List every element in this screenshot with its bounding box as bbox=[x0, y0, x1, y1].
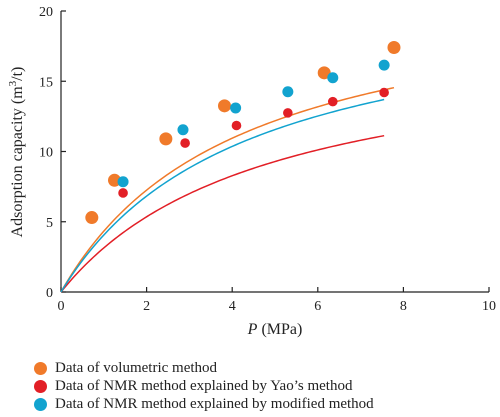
x-tick-label: 0 bbox=[58, 299, 65, 314]
y-axis-title-tail: /t) bbox=[9, 67, 26, 81]
data-point-series-3 bbox=[327, 72, 339, 84]
data-point-series-2 bbox=[327, 96, 338, 107]
x-tick-label: 6 bbox=[314, 299, 321, 314]
data-point-series-2 bbox=[283, 108, 293, 118]
legend: Data of volumetric method Data of NMR me… bbox=[34, 359, 374, 413]
legend-label: Data of NMR method explained by modified… bbox=[55, 395, 374, 412]
fit-curve-1 bbox=[60, 86, 395, 293]
legend-marker bbox=[34, 361, 47, 375]
x-tick-label: 2 bbox=[143, 299, 150, 314]
x-axis-title-rest: (MPa) bbox=[257, 321, 302, 338]
fit-curve-3 bbox=[60, 98, 385, 293]
data-point-series-1 bbox=[159, 132, 173, 146]
y-axis-title: Adsorption capacity (m3/t) bbox=[7, 67, 26, 238]
data-point-series-1 bbox=[317, 66, 331, 80]
y-tick-label: 15 bbox=[39, 75, 53, 90]
legend-label: Data of volumetric method bbox=[55, 359, 218, 376]
y-axis-title-main: Adsorption capacity (m bbox=[9, 86, 26, 238]
data-point-series-1 bbox=[217, 99, 231, 113]
legend-item-volumetric: Data of volumetric method bbox=[34, 359, 374, 377]
legend-marker bbox=[34, 397, 47, 411]
data-point-series-3 bbox=[378, 59, 390, 71]
x-tick-label: 10 bbox=[482, 299, 496, 314]
legend-marker bbox=[34, 379, 47, 393]
legend-item-yao: Data of NMR method explained by Yao’s me… bbox=[34, 377, 374, 395]
x-tick-label: 4 bbox=[229, 299, 236, 314]
data-point-series-1 bbox=[85, 211, 99, 225]
data-point-series-2 bbox=[231, 120, 242, 131]
data-point-series-3 bbox=[177, 124, 189, 136]
data-point-series-1 bbox=[108, 173, 121, 187]
fit-curve-2 bbox=[60, 134, 385, 293]
data-point-series-3 bbox=[282, 86, 294, 98]
data-point-series-2 bbox=[379, 87, 389, 98]
x-axis-title: P (MPa) bbox=[247, 321, 303, 338]
data-point-series-1 bbox=[387, 41, 401, 55]
y-tick-label: 5 bbox=[46, 216, 53, 231]
legend-item-modified: Data of NMR method explained by modified… bbox=[34, 395, 374, 413]
legend-label: Data of NMR method explained by Yao’s me… bbox=[55, 377, 353, 394]
y-tick-label: 10 bbox=[39, 146, 53, 161]
x-tick-label: 8 bbox=[400, 299, 407, 314]
data-point-series-3 bbox=[230, 102, 242, 114]
x-axis-title-italic: P bbox=[247, 321, 258, 338]
y-tick-label: 0 bbox=[46, 286, 53, 301]
data-point-series-2 bbox=[118, 188, 128, 198]
y-axis-title-sup: 3 bbox=[7, 80, 19, 86]
data-point-series-2 bbox=[180, 138, 190, 148]
chart: 0 2 4 6 8 10 0 5 10 15 20 Adsorption capacity (m3/… bbox=[7, 5, 496, 338]
y-tick-label: 20 bbox=[39, 5, 53, 20]
plot-area: 0 2 4 6 8 10 0 5 10 15 20 bbox=[39, 5, 496, 314]
data-point-series-3 bbox=[117, 176, 129, 188]
